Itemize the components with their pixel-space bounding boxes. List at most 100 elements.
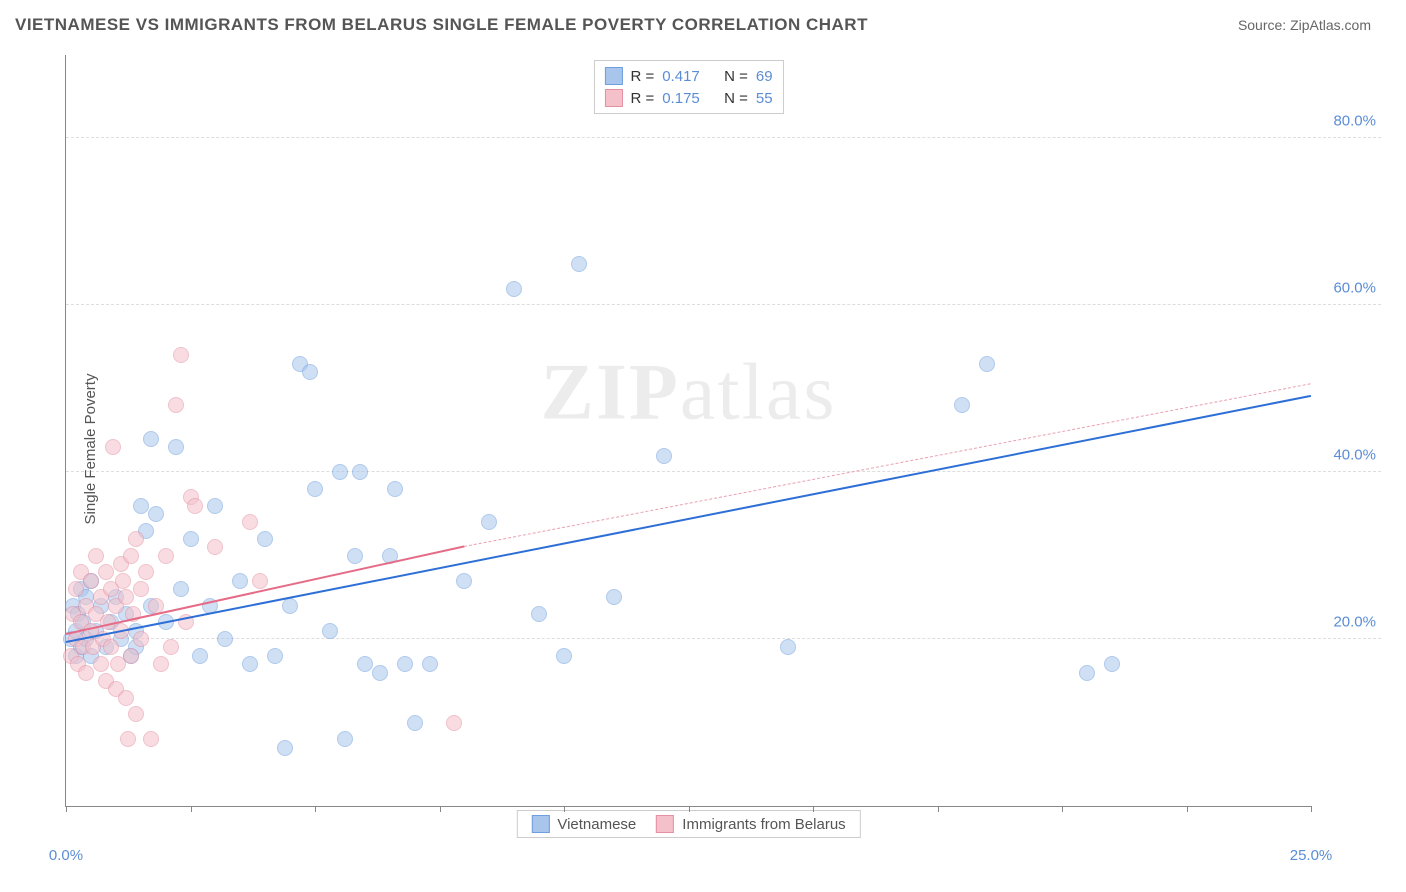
data-point: [98, 564, 114, 580]
data-point: [123, 548, 139, 564]
data-point: [187, 498, 203, 514]
data-point: [780, 639, 796, 655]
gridline: [66, 471, 1381, 472]
data-point: [120, 731, 136, 747]
data-point: [337, 731, 353, 747]
plot-region: ZIPatlas R = 0.417 N = 69 R = 0.175 N = …: [65, 55, 1311, 807]
data-point: [242, 656, 258, 672]
source-prefix: Source:: [1238, 17, 1290, 33]
r-value-belarus: 0.175: [662, 90, 700, 107]
data-point: [506, 281, 522, 297]
data-point: [123, 648, 139, 664]
data-point: [446, 715, 462, 731]
data-point: [397, 656, 413, 672]
data-point: [387, 481, 403, 497]
data-point: [93, 656, 109, 672]
n-prefix: N =: [724, 90, 748, 107]
data-point: [277, 740, 293, 756]
data-point: [138, 564, 154, 580]
data-point: [103, 639, 119, 655]
y-tick-label: 60.0%: [1333, 280, 1376, 297]
data-point: [606, 589, 622, 605]
data-point: [173, 581, 189, 597]
x-tick: [689, 806, 690, 812]
data-point: [332, 464, 348, 480]
data-point: [78, 665, 94, 681]
data-point: [352, 464, 368, 480]
data-point: [531, 606, 547, 622]
x-tick: [564, 806, 565, 812]
data-point: [571, 256, 587, 272]
data-point: [128, 531, 144, 547]
data-point: [232, 573, 248, 589]
series-legend: Vietnamese Immigrants from Belarus: [516, 810, 860, 838]
r-value-vietnamese: 0.417: [662, 68, 700, 85]
stats-row-vietnamese: R = 0.417 N = 69: [604, 65, 772, 87]
watermark: ZIPatlas: [541, 347, 837, 438]
data-point: [207, 539, 223, 555]
source-attribution: Source: ZipAtlas.com: [1238, 17, 1371, 33]
data-point: [357, 656, 373, 672]
data-point: [143, 431, 159, 447]
data-point: [168, 439, 184, 455]
data-point: [242, 514, 258, 530]
gridline: [66, 638, 1381, 639]
x-tick: [938, 806, 939, 812]
x-tick-label: 0.0%: [49, 847, 83, 864]
r-prefix: R =: [630, 90, 654, 107]
data-point: [68, 581, 84, 597]
x-tick: [440, 806, 441, 812]
data-point: [83, 573, 99, 589]
data-point: [192, 648, 208, 664]
legend-label-vietnamese: Vietnamese: [557, 816, 636, 833]
source-name: ZipAtlas.com: [1290, 17, 1371, 33]
n-value-belarus: 55: [756, 90, 773, 107]
swatch-vietnamese: [604, 67, 622, 85]
data-point: [322, 623, 338, 639]
data-point: [133, 498, 149, 514]
data-point: [133, 581, 149, 597]
data-point: [372, 665, 388, 681]
x-tick: [66, 806, 67, 812]
watermark-zip: ZIP: [541, 348, 680, 436]
gridline: [66, 137, 1381, 138]
x-tick: [191, 806, 192, 812]
x-tick: [315, 806, 316, 812]
data-point: [282, 598, 298, 614]
data-point: [173, 347, 189, 363]
data-point: [183, 531, 199, 547]
data-point: [556, 648, 572, 664]
trend-line: [464, 384, 1311, 548]
x-tick: [1187, 806, 1188, 812]
data-point: [163, 639, 179, 655]
data-point: [105, 439, 121, 455]
data-point: [118, 690, 134, 706]
data-point: [954, 397, 970, 413]
data-point: [656, 448, 672, 464]
data-point: [422, 656, 438, 672]
data-point: [168, 397, 184, 413]
stats-legend: R = 0.417 N = 69 R = 0.175 N = 55: [593, 60, 783, 114]
swatch-vietnamese: [531, 815, 549, 833]
data-point: [158, 548, 174, 564]
y-tick-label: 80.0%: [1333, 113, 1376, 130]
data-point: [481, 514, 497, 530]
data-point: [267, 648, 283, 664]
data-point: [115, 573, 131, 589]
data-point: [118, 589, 134, 605]
data-point: [979, 356, 995, 372]
r-prefix: R =: [630, 68, 654, 85]
swatch-belarus: [656, 815, 674, 833]
data-point: [143, 731, 159, 747]
watermark-atlas: atlas: [680, 348, 837, 436]
data-point: [307, 481, 323, 497]
x-tick-label: 25.0%: [1290, 847, 1333, 864]
data-point: [257, 531, 273, 547]
data-point: [1104, 656, 1120, 672]
data-point: [347, 548, 363, 564]
gridline: [66, 304, 1381, 305]
data-point: [207, 498, 223, 514]
data-point: [148, 506, 164, 522]
n-value-vietnamese: 69: [756, 68, 773, 85]
data-point: [153, 656, 169, 672]
